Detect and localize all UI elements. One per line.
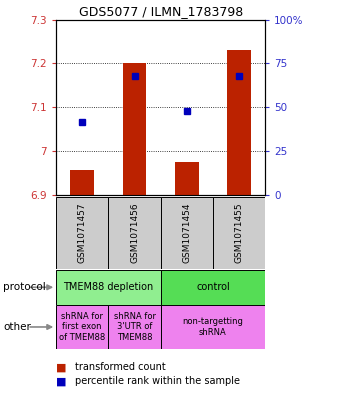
Bar xyxy=(161,270,265,305)
Bar xyxy=(161,305,265,349)
Text: control: control xyxy=(196,282,230,292)
Text: GSM1071457: GSM1071457 xyxy=(78,202,87,263)
Bar xyxy=(227,50,251,195)
Bar xyxy=(161,196,213,269)
Bar xyxy=(56,305,108,349)
Text: transformed count: transformed count xyxy=(75,362,166,373)
Text: ■: ■ xyxy=(56,376,67,386)
Bar xyxy=(123,63,146,195)
Bar xyxy=(108,305,161,349)
Text: GSM1071456: GSM1071456 xyxy=(130,202,139,263)
Bar xyxy=(108,196,161,269)
Text: shRNA for
first exon
of TMEM88: shRNA for first exon of TMEM88 xyxy=(59,312,105,342)
Text: ■: ■ xyxy=(56,362,67,373)
Bar xyxy=(213,196,265,269)
Text: protocol: protocol xyxy=(3,282,46,292)
Text: percentile rank within the sample: percentile rank within the sample xyxy=(75,376,240,386)
Text: TMEM88 depletion: TMEM88 depletion xyxy=(63,282,153,292)
Text: GSM1071455: GSM1071455 xyxy=(235,202,243,263)
Title: GDS5077 / ILMN_1783798: GDS5077 / ILMN_1783798 xyxy=(79,6,243,18)
Text: shRNA for
3'UTR of
TMEM88: shRNA for 3'UTR of TMEM88 xyxy=(114,312,155,342)
Text: other: other xyxy=(3,322,31,332)
Text: GSM1071454: GSM1071454 xyxy=(182,203,191,263)
Text: non-targetting
shRNA: non-targetting shRNA xyxy=(183,317,243,337)
Bar xyxy=(175,162,199,195)
Bar xyxy=(56,270,161,305)
Bar xyxy=(70,171,94,195)
Bar xyxy=(56,196,108,269)
